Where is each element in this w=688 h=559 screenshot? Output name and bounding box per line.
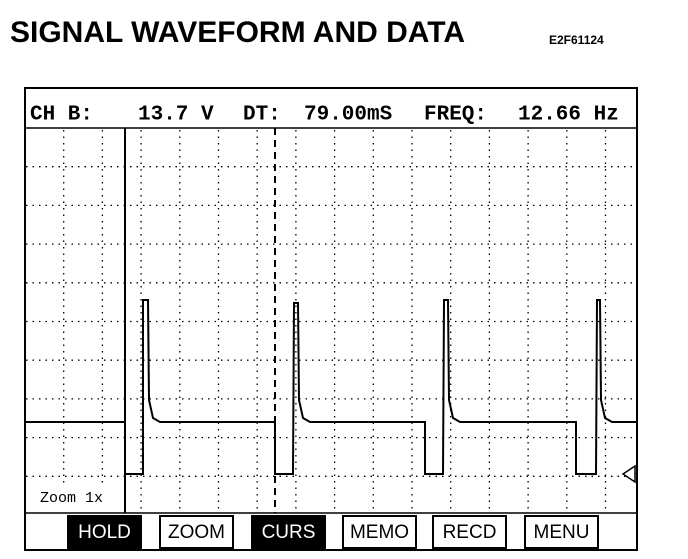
button[interactable] bbox=[67, 515, 142, 549]
zoom-label: Zoom 1x bbox=[40, 490, 103, 507]
button[interactable] bbox=[159, 515, 234, 549]
button-label[interactable]: RECD bbox=[443, 522, 497, 543]
status-dt: 79.00mS bbox=[304, 104, 392, 127]
waveform bbox=[25, 299, 637, 475]
figure-code: E2F61124 bbox=[549, 33, 604, 47]
button-label[interactable]: CURS bbox=[262, 522, 316, 543]
scope-frame bbox=[24, 87, 638, 551]
button-label[interactable]: ZOOM bbox=[168, 522, 225, 543]
grid bbox=[26, 130, 636, 512]
status-dt-label: DT: bbox=[243, 104, 281, 127]
title: SIGNAL WAVEFORM AND DATA bbox=[10, 16, 465, 49]
zoom-box bbox=[36, 486, 124, 510]
button[interactable] bbox=[342, 515, 417, 549]
status-voltage: 13.7 V bbox=[138, 104, 214, 127]
button[interactable] bbox=[524, 515, 599, 549]
status-freq-label: FREQ: bbox=[424, 104, 487, 127]
button[interactable] bbox=[251, 515, 326, 549]
trigger-marker bbox=[621, 464, 636, 484]
button[interactable] bbox=[432, 515, 507, 549]
button-label[interactable]: MENU bbox=[534, 522, 590, 543]
button-label[interactable]: MEMO bbox=[350, 522, 409, 543]
status-channel: CH B: bbox=[30, 104, 93, 127]
status-freq: 12.66 Hz bbox=[518, 104, 619, 127]
button-label[interactable]: HOLD bbox=[78, 522, 131, 543]
